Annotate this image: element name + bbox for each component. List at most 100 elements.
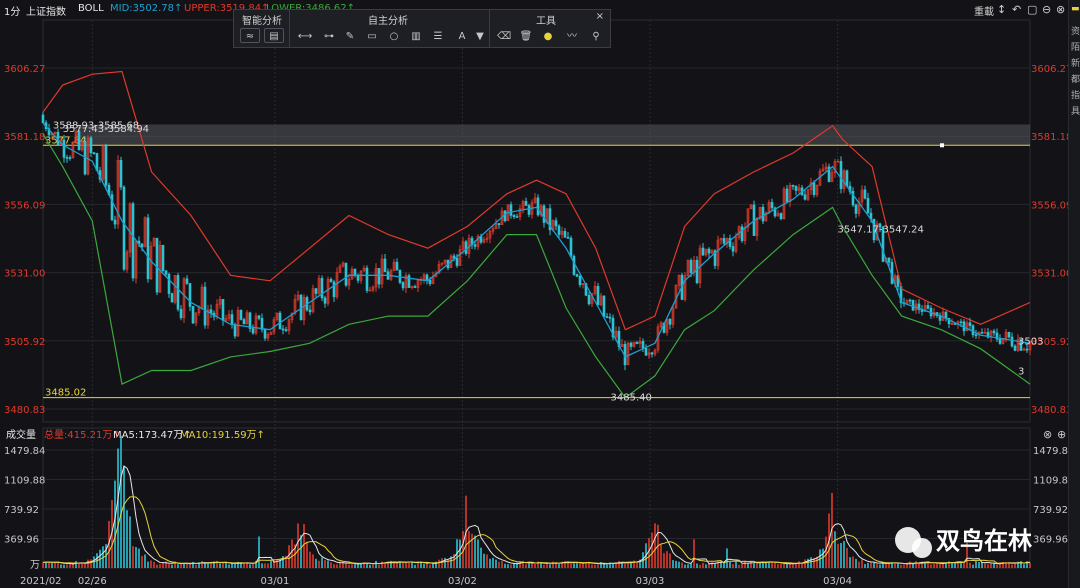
price-tick-right: 3505.92	[1031, 337, 1072, 348]
candle-body	[131, 203, 135, 279]
price-annotation: 3485.40	[611, 393, 652, 404]
candle-body	[326, 279, 330, 304]
palette-color-icon[interactable]: ●	[543, 31, 553, 42]
right-panel-item-0[interactable]: 资	[1071, 27, 1080, 37]
candle-body	[218, 299, 222, 305]
right-panel-item-2[interactable]: 新	[1071, 59, 1080, 69]
grid-icon[interactable]: ▥	[411, 31, 421, 42]
right-side-panel: ▬ 资 陌 新 都 指 具	[1068, 0, 1080, 588]
candle-body	[440, 262, 444, 265]
candle-body	[182, 278, 186, 319]
candle-body	[284, 329, 288, 331]
analysis-tool-palette: 智能分析 自主分析 工具 × ≈ ▤ ⟷ ⊶ ✎ ▭ ○ ▥ ☰ A ▼ ⌫ 🗑…	[233, 9, 611, 48]
right-panel-item-1[interactable]: 陌	[1071, 43, 1080, 53]
candle-body	[191, 306, 195, 324]
candle-body	[248, 312, 252, 329]
candle-body	[965, 322, 969, 332]
reload-label[interactable]: 重載	[974, 7, 994, 18]
candle-body	[527, 205, 531, 215]
fibonacci-icon[interactable]: ☰	[433, 31, 443, 42]
candle-body	[140, 243, 144, 248]
candle-body	[653, 349, 657, 355]
candle-body	[851, 191, 855, 206]
candle-body	[422, 274, 426, 280]
line-segment-icon[interactable]: ⟷	[297, 31, 313, 42]
candle-body	[308, 309, 312, 313]
candle-body	[749, 204, 753, 209]
palette-close-button[interactable]: ×	[595, 11, 604, 22]
candle-body	[830, 172, 834, 182]
pencil-icon[interactable]: ✎	[345, 31, 355, 42]
candle-body	[641, 341, 645, 349]
candle-body	[974, 334, 978, 337]
candle-body	[629, 342, 633, 347]
minimize-icon[interactable]: ⊖	[1042, 3, 1052, 16]
trash-icon[interactable]: 🗑	[519, 31, 533, 42]
lock-icon[interactable]: ⚲	[592, 31, 600, 42]
mid-value: MID:3502.78↑	[110, 3, 183, 14]
candle-body	[1013, 345, 1017, 351]
volume-tick-left: 1479.84	[4, 446, 45, 457]
price-tick-left: 3505.92	[4, 337, 45, 348]
candle-body	[314, 288, 318, 294]
candle-body	[659, 322, 663, 327]
settings-icon[interactable]: ↕	[997, 3, 1007, 16]
dropdown-icon[interactable]: ▼	[476, 31, 484, 42]
eraser-icon[interactable]: ⌫	[497, 31, 512, 42]
undo-icon[interactable]: ↶	[1012, 3, 1022, 16]
candle-body	[746, 208, 750, 228]
date-label: 03/02	[448, 576, 477, 587]
lower-value: LOWER:3486.62↑	[266, 3, 355, 14]
candle-body	[983, 332, 987, 334]
indicator-header: 1分 上证指数 BOLL MID:3502.78↑ UPPER:3519.84↑…	[0, 0, 1080, 20]
period-label[interactable]: 1分	[4, 7, 21, 18]
candle-body	[911, 299, 915, 311]
candle-body	[242, 319, 246, 325]
candle-body	[617, 330, 621, 347]
candle-body	[437, 263, 441, 274]
candle-body	[380, 258, 384, 285]
price-tick-right: 3531.00	[1031, 269, 1072, 280]
circle-icon[interactable]: ○	[389, 31, 399, 42]
date-label: 03/04	[823, 576, 852, 587]
ray-icon[interactable]: ⊶	[324, 31, 334, 42]
date-label: 2021/02	[20, 576, 62, 587]
candle-body	[860, 189, 864, 203]
boll-mid-line	[42, 122, 1031, 358]
rectangle-icon[interactable]: ▭	[367, 31, 377, 42]
right-panel-item-4[interactable]: 指	[1071, 91, 1080, 101]
candle-body	[146, 217, 150, 280]
candle-body	[635, 341, 639, 344]
restore-icon[interactable]: ▢	[1027, 3, 1038, 16]
candle-body	[464, 241, 468, 254]
candle-body	[404, 275, 408, 289]
candle-body	[1004, 331, 1008, 339]
candle-body	[89, 137, 93, 154]
price-tick-left: 3581.18	[4, 132, 45, 143]
candle-body	[845, 170, 849, 187]
text-tool-icon[interactable]: A	[458, 31, 466, 42]
indicator-name[interactable]: BOLL	[78, 3, 104, 14]
symbol-label[interactable]: 上证指数	[26, 7, 66, 18]
right-panel-item-5[interactable]: 具	[1071, 107, 1080, 117]
candle-body	[1028, 341, 1032, 351]
price-tick-right: 3556.09	[1031, 200, 1072, 211]
candle-body	[683, 275, 687, 300]
candle-body	[428, 279, 432, 284]
candle-body	[1019, 339, 1023, 351]
right-panel-item-3[interactable]: 都	[1071, 75, 1080, 85]
candle-body	[764, 212, 768, 222]
candle-body	[926, 305, 930, 309]
close-icon[interactable]: ⊗	[1056, 3, 1066, 16]
candle-body	[383, 258, 387, 273]
chart-line-icon[interactable]: 〰	[567, 31, 577, 42]
watermark	[895, 527, 932, 558]
smart-pattern-icon[interactable]: ▤	[264, 28, 284, 43]
candle-body	[101, 145, 105, 180]
hline-label: 3485.02	[45, 388, 86, 399]
candle-body	[125, 251, 129, 270]
candle-body	[62, 139, 66, 158]
smart-line-icon[interactable]: ≈	[240, 28, 260, 43]
candle-body	[839, 161, 843, 189]
